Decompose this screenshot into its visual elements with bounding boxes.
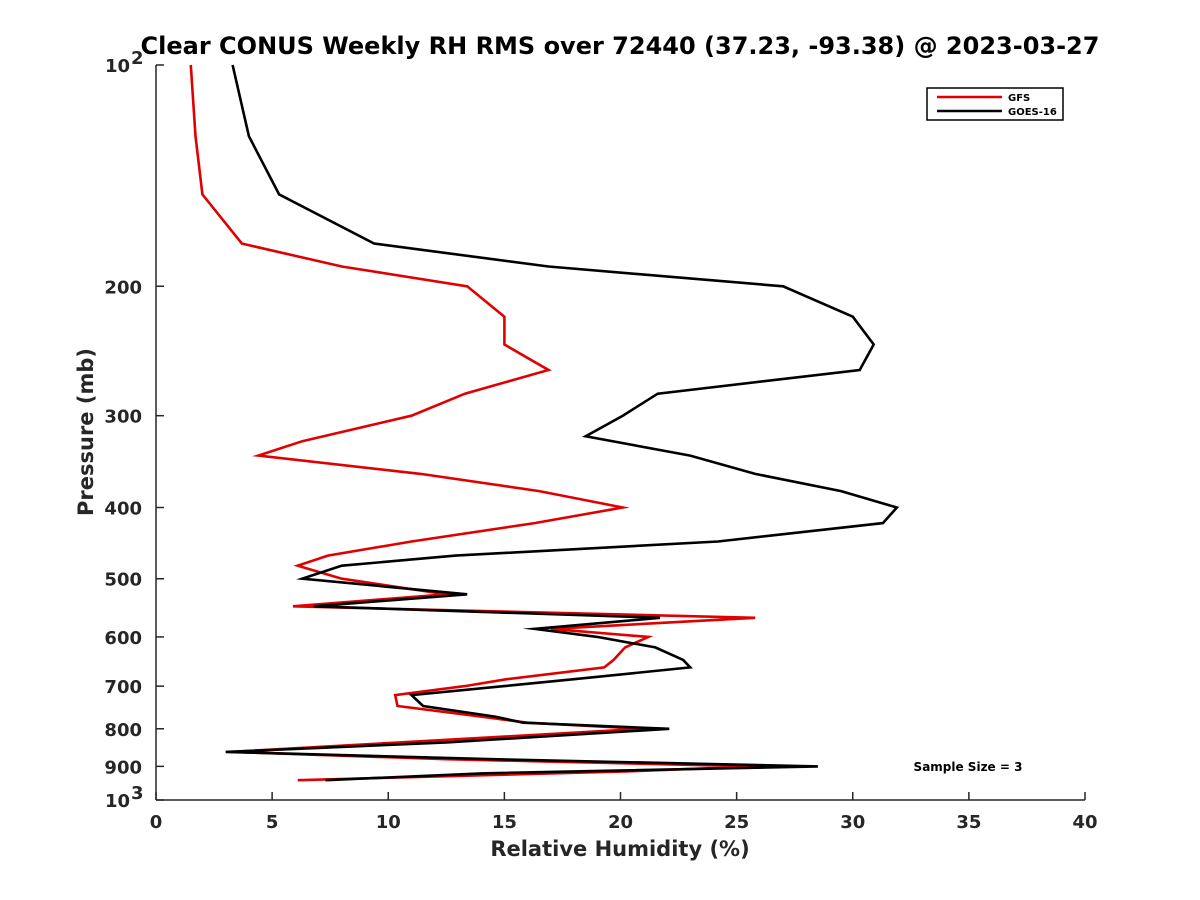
y-tick-label: 400 [104, 499, 142, 520]
x-tick-label: 35 [956, 812, 981, 833]
x-tick-label: 40 [1072, 812, 1097, 833]
y-tick-label: 200 [104, 277, 142, 298]
y-tick-label: 700 [104, 677, 142, 698]
x-tick-label: 25 [724, 812, 749, 833]
legend-label-gfs: GFS [1008, 93, 1030, 104]
y-tick-label: 10 [105, 56, 130, 77]
chart-title: Clear CONUS Weekly RH RMS over 72440 (37… [141, 32, 1100, 60]
x-tick-label: 20 [608, 812, 633, 833]
y-axis-label: Pressure (mb) [74, 348, 98, 516]
series-line-gfs [189, 64, 758, 782]
x-tick-label: 10 [376, 812, 401, 833]
y-tick-label: 800 [104, 720, 142, 741]
y-tick-label: 900 [104, 757, 142, 778]
y-tick-label: 10 [105, 791, 130, 812]
x-tick-label: 30 [840, 812, 865, 833]
y-tick-label: 500 [104, 570, 142, 591]
y-tick-label: 300 [104, 407, 142, 428]
y-tick-label: 600 [104, 628, 142, 649]
legend-box [926, 87, 1064, 121]
x-axis-label: Relative Humidity (%) [490, 837, 749, 861]
y-tick-label-exponent: 2 [131, 48, 144, 69]
y-tick-label-exponent: 3 [131, 783, 144, 804]
sample-size-annotation: Sample Size = 3 [914, 760, 1023, 774]
x-tick-label: 15 [492, 812, 517, 833]
series-line-goes-16 [225, 64, 900, 782]
legend-label-goes-16: GOES-16 [1008, 107, 1057, 118]
x-tick-label: 5 [266, 812, 279, 833]
x-tick-label: 0 [150, 812, 163, 833]
